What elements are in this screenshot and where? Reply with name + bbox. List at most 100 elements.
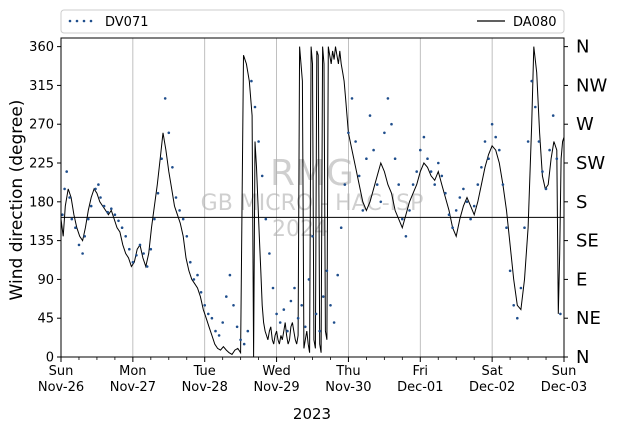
y-axis-title: Wind direction (degree) [7, 100, 27, 301]
watermark-line1: RMG [270, 153, 354, 194]
x-tick-label-day: Sat [481, 364, 502, 379]
legend-dot [75, 19, 79, 23]
data-point-dv071 [361, 209, 365, 212]
data-point-dv071 [404, 235, 408, 238]
data-point-dv071 [97, 183, 100, 186]
series-line-da080 [60, 46, 565, 358]
y-tick-label: 90 [37, 273, 54, 288]
data-point-dv071 [68, 196, 71, 199]
data-point-dv071 [401, 217, 404, 221]
data-point-dv071 [462, 187, 465, 191]
data-point-dv071 [271, 286, 275, 290]
x-tick-label-day: Wed [262, 364, 290, 379]
compass-label: S [576, 192, 587, 213]
data-point-dv071 [544, 187, 548, 191]
y-tick-label: 270 [29, 118, 54, 133]
data-point-dv071 [196, 273, 199, 277]
y-tick-label: 45 [37, 312, 54, 327]
data-point-dv071 [325, 269, 329, 273]
data-point-dv071 [505, 226, 508, 229]
data-point-dv071 [124, 235, 127, 238]
data-point-dv071 [167, 131, 171, 135]
data-point-dv071 [559, 312, 562, 316]
data-point-dv071 [289, 299, 293, 303]
data-point-dv071 [447, 213, 451, 216]
data-point-dv071 [501, 183, 505, 186]
data-point-dv071 [534, 105, 537, 109]
data-point-dv071 [235, 325, 239, 329]
data-point-dv071 [357, 174, 361, 178]
data-point-dv071 [300, 304, 304, 307]
data-point-dv071 [372, 148, 375, 152]
x-axis-title: 2023 [293, 405, 331, 423]
data-point-dv071 [217, 334, 221, 337]
data-point-dv071 [332, 321, 336, 324]
data-point-dv071 [87, 217, 90, 221]
x-tick-label-day: Mon [119, 364, 146, 379]
data-point-dv071 [83, 235, 86, 238]
data-point-dv071 [131, 260, 135, 264]
data-point-dv071 [526, 140, 530, 143]
data-point-dv071 [494, 135, 498, 139]
data-point-dv071 [278, 321, 282, 324]
data-point-dv071 [541, 170, 544, 173]
data-point-dv071 [411, 183, 415, 186]
x-tick-label-date: Dec-03 [541, 380, 587, 395]
data-point-dv071 [516, 316, 519, 320]
data-point-dv071 [537, 140, 541, 143]
data-point-dv071 [472, 204, 476, 208]
data-point-dv071 [408, 209, 411, 212]
data-point-dv071 [368, 114, 372, 117]
data-point-dv071 [296, 316, 300, 320]
legend-label-dv071: DV071 [105, 15, 149, 30]
data-point-dv071 [250, 79, 253, 83]
data-point-dv071 [415, 170, 419, 173]
y-tick-label: 0 [46, 351, 54, 366]
y-tick-label: 135 [29, 234, 54, 249]
data-point-dv071 [268, 252, 271, 255]
x-tick-label-date: Nov-26 [38, 380, 84, 395]
data-point-dv071 [225, 295, 228, 298]
data-point-dv071 [110, 207, 113, 210]
data-point-dv071 [343, 183, 347, 186]
data-point-dv071 [451, 226, 454, 229]
data-point-dv071 [74, 226, 77, 229]
data-point-dv071 [156, 191, 160, 195]
data-point-dv071 [548, 148, 551, 152]
compass-label: E [576, 269, 587, 290]
data-point-dv071 [171, 166, 174, 169]
data-point-dv071 [483, 140, 487, 143]
data-point-dv071 [508, 269, 512, 273]
data-point-dv071 [322, 295, 325, 298]
data-point-dv071 [437, 161, 440, 165]
data-point-dv071 [135, 254, 138, 257]
data-point-dv071 [138, 243, 142, 247]
data-point-dv071 [311, 235, 314, 238]
data-point-dv071 [113, 213, 117, 216]
axes: 04590135180225270315360NNEESESSWWNWNSunN… [29, 37, 607, 395]
data-point-dv071 [523, 226, 526, 229]
x-tick-label-date: Nov-29 [253, 380, 299, 395]
data-point-dv071 [61, 213, 64, 216]
x-tick-label-date: Nov-27 [110, 380, 156, 395]
legend-box [60, 9, 565, 34]
data-point-dv071 [210, 316, 214, 320]
data-point-dv071 [70, 217, 74, 221]
data-point-dv071 [174, 196, 178, 199]
data-point-dv071 [81, 252, 84, 255]
data-point-dv071 [444, 191, 447, 195]
data-point-dv071 [189, 260, 192, 264]
legend-dot [89, 19, 93, 23]
data-point-dv071 [551, 114, 555, 117]
data-point-dv071 [257, 140, 260, 143]
data-point-dv071 [307, 278, 311, 281]
compass-label: NE [576, 308, 601, 329]
legend-label-da080: DA080 [513, 15, 557, 30]
data-point-dv071 [555, 157, 559, 160]
data-point-dv071 [160, 157, 163, 160]
data-point-dv071 [246, 329, 250, 333]
data-point-dv071 [207, 312, 210, 316]
data-point-dv071 [293, 286, 296, 290]
data-point-dv071 [242, 342, 246, 346]
